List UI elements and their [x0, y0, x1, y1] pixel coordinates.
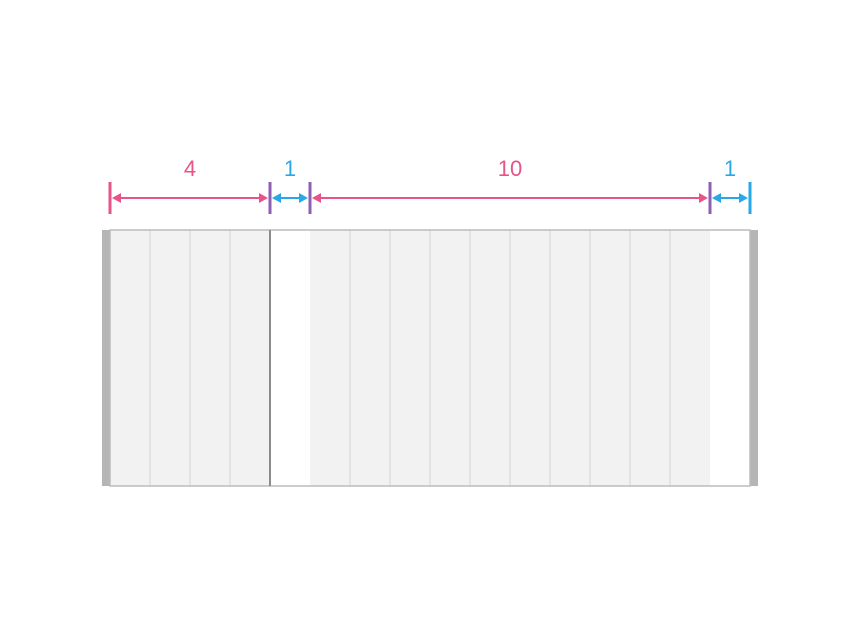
content-column	[390, 230, 430, 486]
arrowhead-left	[112, 193, 121, 203]
content-column	[110, 230, 150, 486]
arrowhead-right	[739, 193, 748, 203]
content-column	[350, 230, 390, 486]
span-label: 1	[284, 156, 296, 181]
dimension-annotations: 4 1 10 1	[108, 156, 752, 214]
arrowhead-right	[259, 193, 268, 203]
span-label: 10	[498, 156, 522, 181]
grid-frame	[109, 229, 751, 487]
content-column	[150, 230, 190, 486]
content-column	[670, 230, 710, 486]
content-column	[510, 230, 550, 486]
gutter-column	[710, 230, 750, 486]
left-side-bar	[102, 230, 110, 486]
arrowhead-left	[712, 193, 721, 203]
span-label: 1	[724, 156, 736, 181]
content-column	[630, 230, 670, 486]
content-column	[550, 230, 590, 486]
content-column	[590, 230, 630, 486]
content-column	[190, 230, 230, 486]
gutter-column	[270, 230, 310, 486]
content-column	[310, 230, 350, 486]
column-grid	[102, 229, 758, 487]
span-label: 4	[184, 156, 196, 181]
right-side-bar	[750, 230, 758, 486]
content-column	[230, 230, 270, 486]
arrowhead-left	[312, 193, 321, 203]
arrowhead-right	[299, 193, 308, 203]
arrowhead-right	[699, 193, 708, 203]
arrowhead-left	[272, 193, 281, 203]
content-column	[430, 230, 470, 486]
content-column	[470, 230, 510, 486]
